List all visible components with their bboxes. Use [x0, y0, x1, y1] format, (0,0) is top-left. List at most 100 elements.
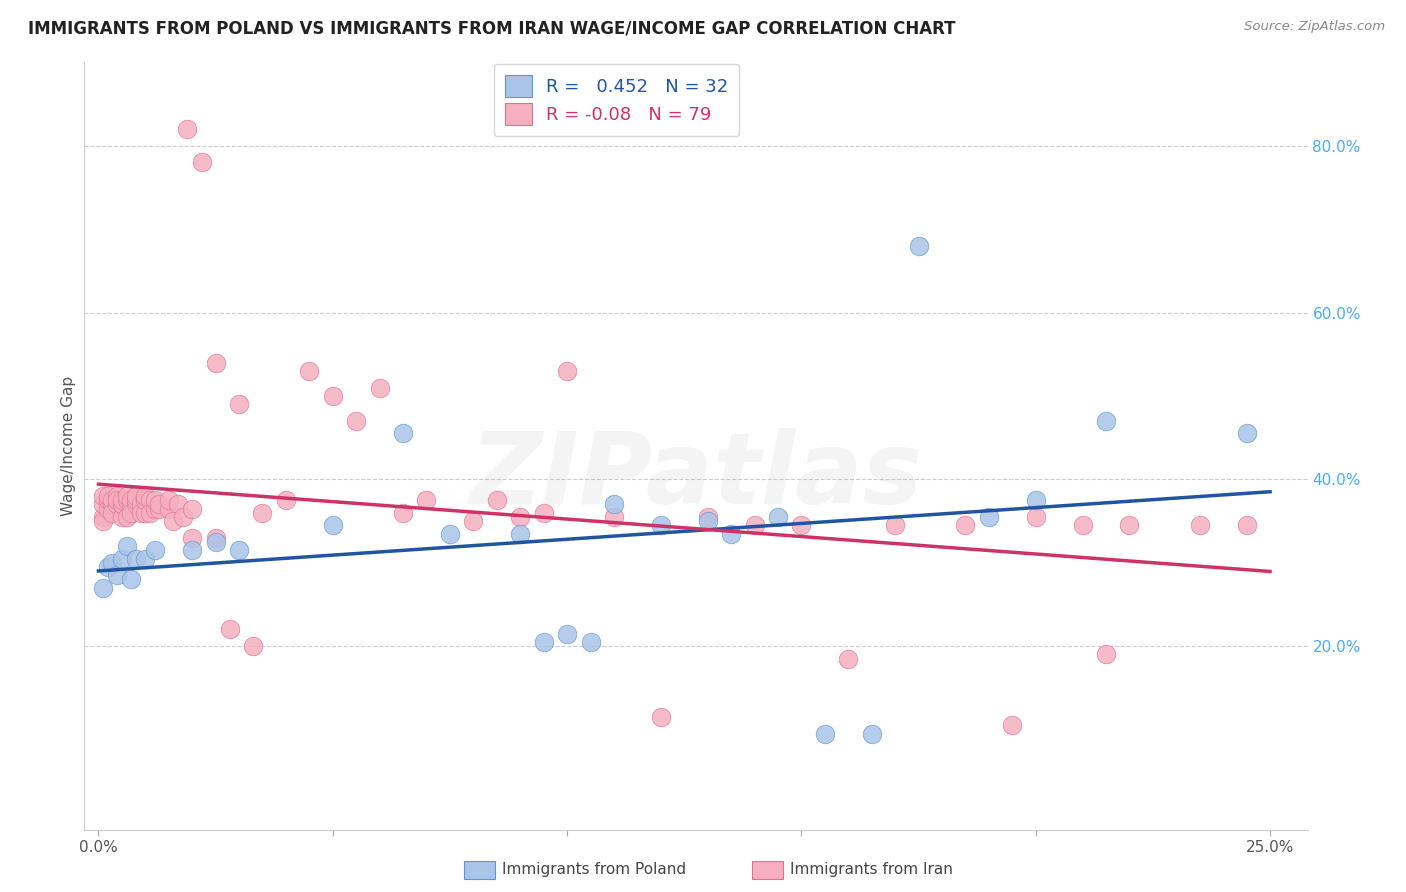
Point [105, 568, 128, 582]
Point [1025, 493, 1047, 508]
Point [125, 551, 148, 566]
Point [134, 493, 156, 508]
Y-axis label: Wage/Income Gap: Wage/Income Gap [60, 376, 76, 516]
Point [111, 509, 134, 524]
Point [1095, 414, 1118, 428]
Point [766, 509, 789, 524]
Point [97, 560, 120, 574]
Point [322, 389, 344, 403]
Point [91, 497, 114, 511]
Point [696, 514, 718, 528]
Point [392, 506, 415, 520]
Point [134, 489, 156, 503]
Point [125, 493, 148, 508]
Point [91, 489, 114, 503]
Point [129, 506, 152, 520]
Point [111, 493, 134, 508]
Point [720, 526, 742, 541]
Point [415, 493, 437, 508]
Point [105, 489, 128, 503]
Point [463, 514, 485, 528]
Point [120, 493, 142, 508]
Point [322, 518, 344, 533]
Point [91, 509, 114, 524]
Text: Immigrants from Poland: Immigrants from Poland [502, 863, 686, 877]
Point [650, 710, 672, 724]
Point [190, 155, 212, 169]
Point [860, 726, 883, 740]
Point [134, 551, 156, 566]
Point [228, 543, 250, 558]
Point [298, 364, 321, 378]
Point [344, 414, 367, 428]
Point [555, 626, 578, 640]
Point [91, 581, 114, 595]
Point [157, 493, 180, 508]
Point [204, 534, 226, 549]
Point [172, 509, 194, 524]
Point [650, 518, 672, 533]
Point [218, 623, 240, 637]
Point [125, 489, 148, 503]
Point [884, 518, 907, 533]
Point [509, 526, 531, 541]
Point [274, 493, 297, 508]
Point [814, 726, 837, 740]
Point [125, 497, 148, 511]
Point [439, 526, 461, 541]
Point [181, 531, 204, 545]
Point [97, 501, 120, 516]
Point [368, 381, 391, 395]
Point [120, 497, 142, 511]
Point [111, 497, 134, 511]
Point [111, 551, 134, 566]
Point [392, 426, 415, 441]
Point [134, 506, 156, 520]
Point [1071, 518, 1094, 533]
Point [139, 493, 162, 508]
Point [97, 489, 120, 503]
Point [105, 493, 128, 508]
Point [907, 239, 929, 253]
Point [101, 556, 124, 570]
Point [1236, 426, 1258, 441]
Point [105, 497, 128, 511]
Point [696, 509, 718, 524]
Point [252, 506, 274, 520]
Point [101, 497, 124, 511]
Point [555, 364, 578, 378]
Point [955, 518, 977, 533]
Point [115, 489, 138, 503]
Point [157, 501, 180, 516]
Point [143, 543, 166, 558]
Point [1236, 518, 1258, 533]
Point [143, 493, 166, 508]
Point [101, 493, 124, 508]
Text: IMMIGRANTS FROM POLAND VS IMMIGRANTS FROM IRAN WAGE/INCOME GAP CORRELATION CHART: IMMIGRANTS FROM POLAND VS IMMIGRANTS FRO… [28, 20, 956, 37]
Point [111, 497, 134, 511]
Point [139, 506, 162, 520]
Point [977, 509, 1000, 524]
Point [837, 651, 859, 665]
Point [744, 518, 766, 533]
Point [148, 497, 170, 511]
Point [603, 509, 626, 524]
Point [181, 543, 204, 558]
Point [228, 397, 250, 411]
Point [1095, 648, 1118, 662]
Point [176, 122, 198, 136]
Point [579, 635, 602, 649]
Text: ZIPatlas: ZIPatlas [470, 428, 922, 525]
Point [91, 514, 114, 528]
Point [120, 506, 142, 520]
Point [162, 514, 184, 528]
Point [97, 493, 120, 508]
Point [1188, 518, 1211, 533]
Point [790, 518, 813, 533]
Point [485, 493, 508, 508]
Point [143, 501, 166, 516]
Point [1025, 509, 1047, 524]
Point [242, 639, 264, 653]
Point [120, 573, 142, 587]
Point [204, 356, 226, 370]
